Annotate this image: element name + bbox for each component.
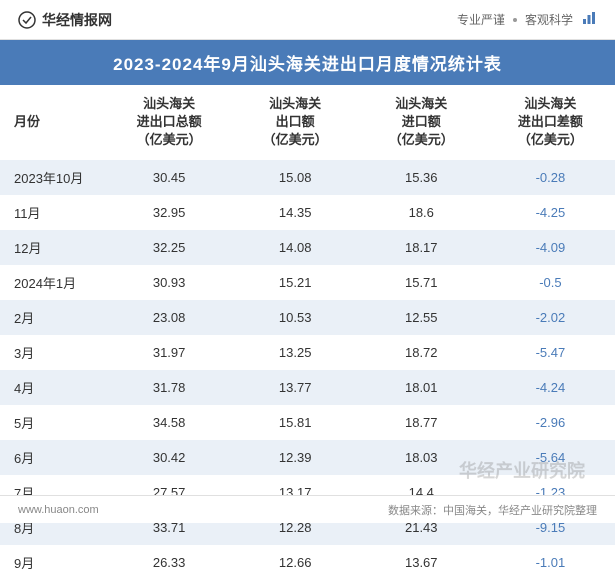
cell-total: 31.97 (105, 335, 234, 370)
cell-total: 30.42 (105, 440, 234, 475)
cell-import: 18.72 (357, 335, 486, 370)
cell-diff: -4.09 (486, 230, 615, 265)
footer-bar: www.huaon.com 数据来源：中国海关，华经产业研究院整理 (0, 495, 615, 523)
cell-import: 15.36 (357, 160, 486, 195)
table-row: 2023年10月30.4515.0815.36-0.28 (0, 160, 615, 195)
cell-diff: -5.47 (486, 335, 615, 370)
logo-text: 华经情报网 (42, 10, 112, 30)
cell-total: 23.08 (105, 300, 234, 335)
table-row: 3月31.9713.2518.72-5.47 (0, 335, 615, 370)
cell-import: 18.03 (357, 440, 486, 475)
cell-export: 13.77 (234, 370, 357, 405)
cell-import: 18.01 (357, 370, 486, 405)
tagline-section: 专业严谨 客观科学 (457, 10, 597, 29)
header-bar: 华经情报网 专业严谨 客观科学 (0, 0, 615, 40)
table-row: 9月26.3312.6613.67-1.01 (0, 545, 615, 580)
cell-month: 5月 (0, 405, 105, 440)
cell-export: 15.08 (234, 160, 357, 195)
cell-diff: -1.01 (486, 545, 615, 580)
cell-total: 30.93 (105, 265, 234, 300)
cell-export: 12.66 (234, 545, 357, 580)
cell-export: 15.81 (234, 405, 357, 440)
cell-total: 34.58 (105, 405, 234, 440)
cell-month: 11月 (0, 195, 105, 230)
main-container: 华经情报网 专业严谨 客观科学 2023-2024年9月汕头海关进出口月度情况统… (0, 0, 615, 523)
cell-diff: -4.25 (486, 195, 615, 230)
cell-diff: -4.24 (486, 370, 615, 405)
footer-source: 数据来源：中国海关，华经产业研究院整理 (388, 502, 597, 518)
cell-diff: -0.28 (486, 160, 615, 195)
tagline-left: 专业严谨 (457, 11, 505, 28)
table-row: 12月32.2514.0818.17-4.09 (0, 230, 615, 265)
cell-export: 10.53 (234, 300, 357, 335)
footer-site: www.huaon.com (18, 504, 99, 516)
table-row: 5月34.5815.8118.77-2.96 (0, 405, 615, 440)
cell-month: 3月 (0, 335, 105, 370)
cell-export: 14.35 (234, 195, 357, 230)
table-row: 6月30.4212.3918.03-5.64 (0, 440, 615, 475)
cell-diff: -2.02 (486, 300, 615, 335)
table-row: 11月32.9514.3518.6-4.25 (0, 195, 615, 230)
table-row: 4月31.7813.7718.01-4.24 (0, 370, 615, 405)
tagline-right: 客观科学 (525, 11, 573, 28)
cell-month: 2023年10月 (0, 160, 105, 195)
cell-month: 2024年1月 (0, 265, 105, 300)
logo-icon (18, 11, 36, 29)
cell-diff: -0.5 (486, 265, 615, 300)
cell-diff: -2.96 (486, 405, 615, 440)
cell-total: 31.78 (105, 370, 234, 405)
cell-total: 32.25 (105, 230, 234, 265)
col-header-diff: 汕头海关进出口差额（亿美元） (486, 85, 615, 160)
cell-total: 26.33 (105, 545, 234, 580)
logo-section: 华经情报网 (18, 10, 112, 30)
chart-icon (581, 10, 597, 29)
cell-month: 2月 (0, 300, 105, 335)
cell-import: 12.55 (357, 300, 486, 335)
col-header-total: 汕头海关进出口总额（亿美元） (105, 85, 234, 160)
cell-month: 4月 (0, 370, 105, 405)
cell-month: 12月 (0, 230, 105, 265)
cell-export: 15.21 (234, 265, 357, 300)
cell-import: 18.17 (357, 230, 486, 265)
cell-total: 32.95 (105, 195, 234, 230)
cell-export: 14.08 (234, 230, 357, 265)
col-header-export: 汕头海关出口额（亿美元） (234, 85, 357, 160)
cell-total: 30.45 (105, 160, 234, 195)
cell-import: 15.71 (357, 265, 486, 300)
cell-export: 13.25 (234, 335, 357, 370)
table-row: 2024年1月30.9315.2115.71-0.5 (0, 265, 615, 300)
col-header-month: 月份 (0, 85, 105, 160)
table-row: 2月23.0810.5312.55-2.02 (0, 300, 615, 335)
page-title: 2023-2024年9月汕头海关进出口月度情况统计表 (0, 40, 615, 85)
table-header: 月份 汕头海关进出口总额（亿美元） 汕头海关出口额（亿美元） 汕头海关进口额（亿… (0, 85, 615, 160)
cell-month: 6月 (0, 440, 105, 475)
col-header-import: 汕头海关进口额（亿美元） (357, 85, 486, 160)
cell-import: 18.77 (357, 405, 486, 440)
cell-import: 18.6 (357, 195, 486, 230)
tag-separator-icon (513, 18, 517, 22)
cell-month: 9月 (0, 545, 105, 580)
cell-export: 12.39 (234, 440, 357, 475)
cell-diff: -5.64 (486, 440, 615, 475)
cell-import: 13.67 (357, 545, 486, 580)
